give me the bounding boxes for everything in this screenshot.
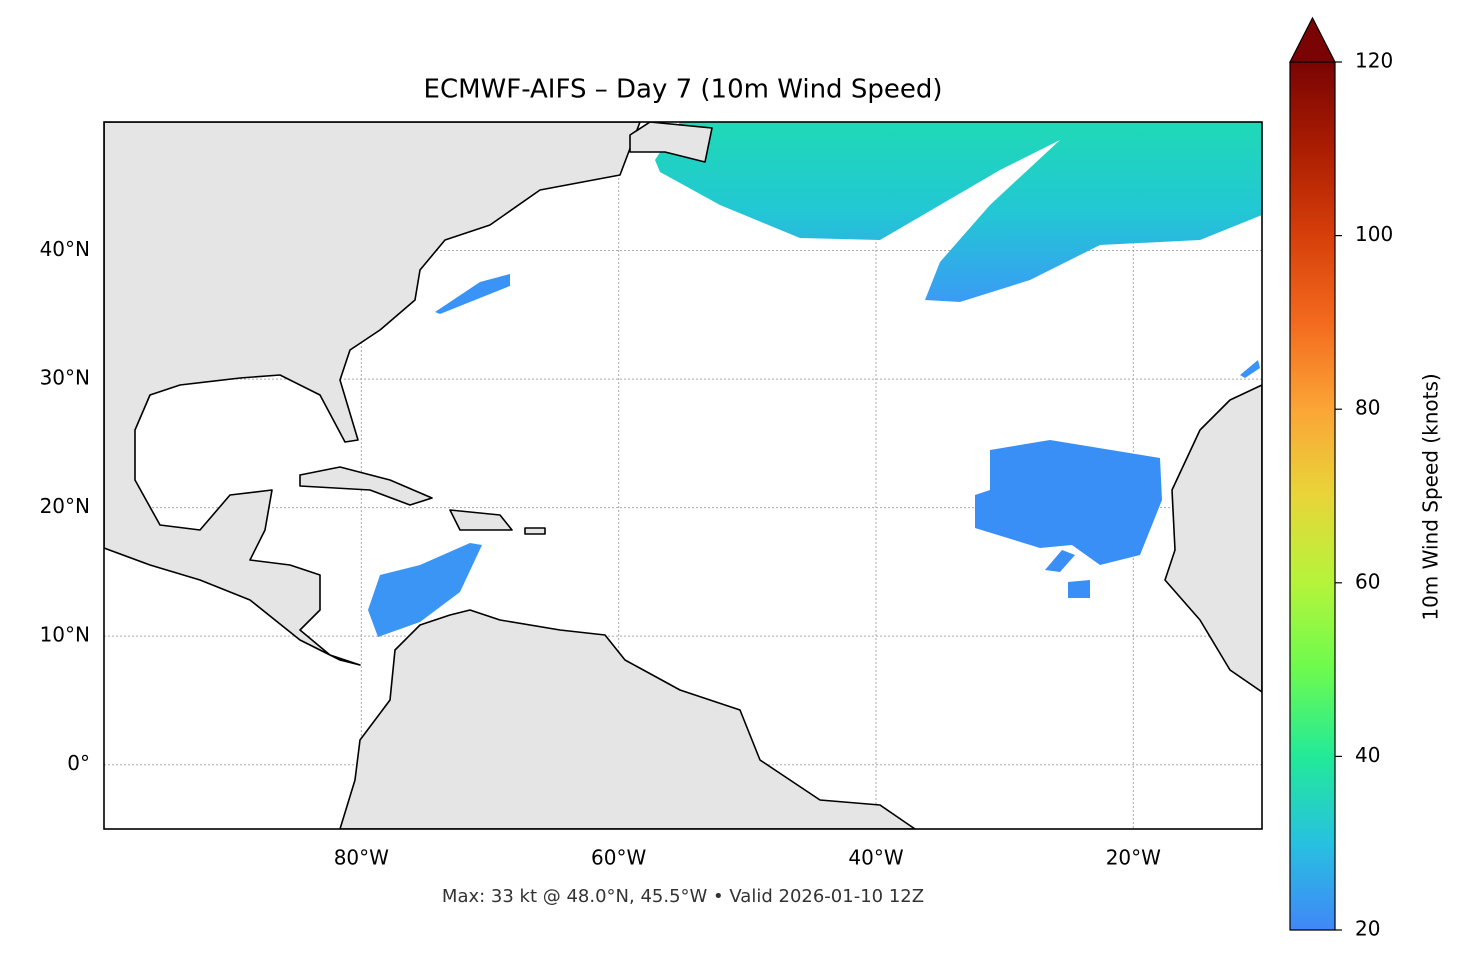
footer-note: Max: 33 kt @ 48.0°N, 45.5°W • Valid 2026… (442, 886, 924, 907)
south-america (339, 609, 916, 829)
puerto-rico (524, 527, 546, 535)
land (104, 122, 1262, 829)
chart-title: ECMWF-AIFS – Day 7 (10m Wind Speed) (424, 75, 943, 105)
wind-fields (368, 122, 1262, 637)
wind-field (1240, 360, 1260, 378)
africa (1164, 384, 1262, 693)
colorbar-label: 10m Wind Speed (knots) (1419, 373, 1443, 620)
north-america (104, 122, 641, 666)
y-tick-label: 30°N (40, 366, 90, 390)
x-tick-label: 80°W (334, 846, 389, 870)
hispaniola (449, 509, 513, 531)
colorbar-tick-label: 60 (1355, 569, 1380, 593)
x-tick-label: 40°W (848, 846, 903, 870)
wind-field (975, 440, 1162, 565)
colorbar-frame (1289, 62, 1336, 931)
x-tick-label: 60°W (591, 846, 646, 870)
colorbar-tick-label: 20 (1355, 917, 1380, 941)
y-tick-label: 10°N (40, 623, 90, 647)
wind-field (1045, 550, 1075, 572)
wind-field (1068, 580, 1090, 598)
colorbar-tick-label: 100 (1355, 222, 1393, 246)
colorbar-tick-label: 120 (1355, 49, 1393, 73)
y-tick-label: 0° (67, 751, 90, 775)
y-tick-label: 40°N (40, 237, 90, 261)
map-frame (103, 121, 1263, 830)
wind-field (655, 122, 1262, 302)
x-tick-label: 20°W (1106, 846, 1161, 870)
y-tick-label: 20°N (40, 494, 90, 518)
newfoundland (629, 122, 713, 163)
wind-field (435, 274, 510, 314)
colorbar-tick-label: 80 (1355, 396, 1380, 420)
colorbar-tick-label: 40 (1355, 743, 1380, 767)
map (104, 122, 1262, 829)
colorbar (1290, 62, 1335, 930)
cuba (299, 466, 433, 506)
wind-field (368, 543, 482, 637)
colorbar-extend (1289, 16, 1336, 63)
